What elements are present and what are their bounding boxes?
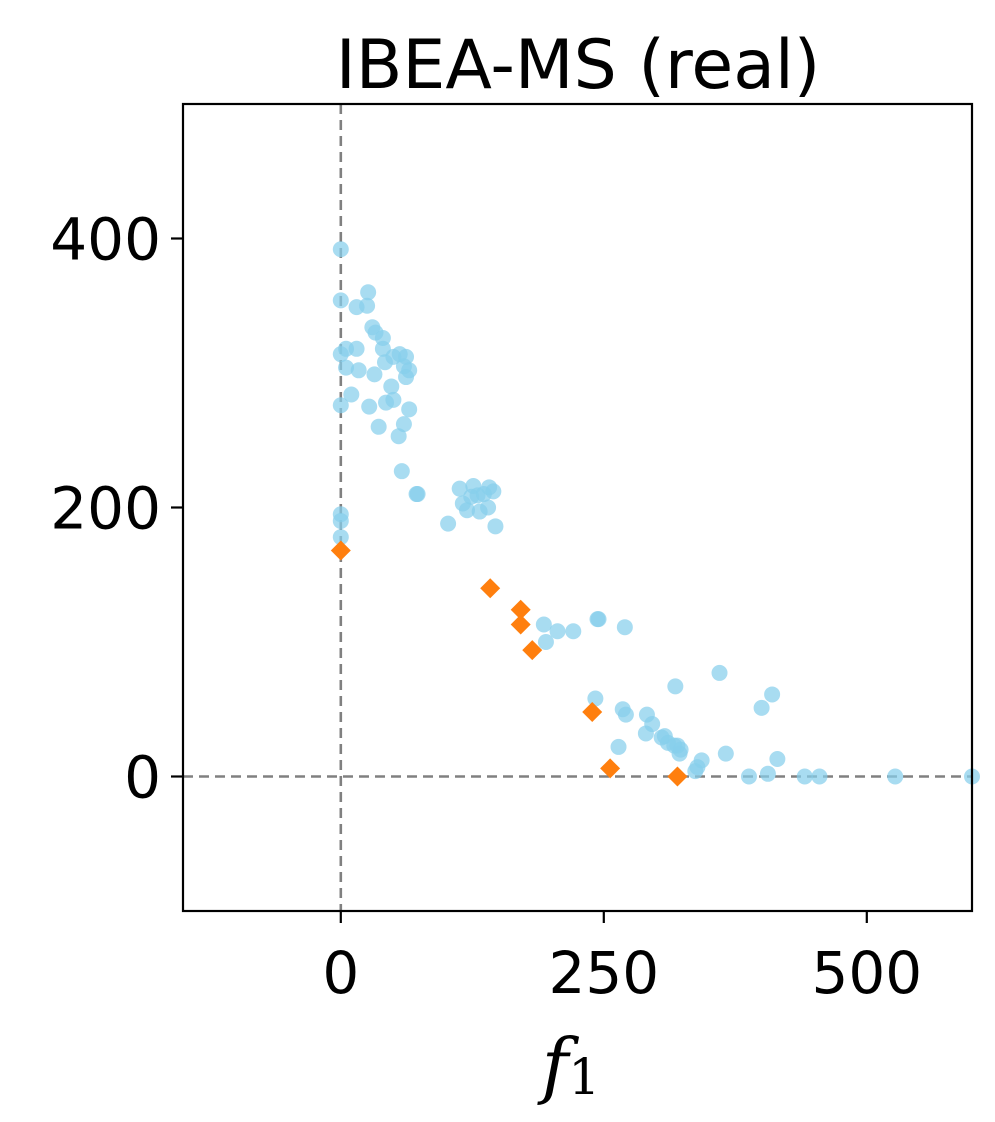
scatter-point (537, 634, 554, 650)
chart-title: IBEA-MS (real) (336, 26, 821, 105)
series-diamonds (330, 540, 688, 787)
scatter-point (617, 706, 634, 723)
scatter-point (487, 518, 504, 535)
scatter-point (332, 241, 349, 258)
scatter-point (332, 512, 349, 529)
scatter-point (693, 752, 710, 769)
scatter-point (769, 751, 786, 768)
scatter-point (409, 486, 426, 503)
x-axis-label-subscript: 1 (568, 1048, 600, 1106)
scatter-point (480, 499, 497, 516)
y-axis-ticks: 0 200 400 (50, 206, 183, 812)
scatter-point (549, 623, 566, 640)
scatter-point-diamond (480, 578, 501, 599)
scatter-point (590, 611, 607, 628)
scatter-point (796, 768, 813, 785)
y-tick-label: 400 (50, 206, 161, 274)
scatter-point (360, 284, 377, 301)
scatter-point-diamond (667, 766, 688, 787)
scatter-point (610, 738, 627, 755)
scatter-point (887, 768, 904, 785)
scatter-point (332, 529, 349, 546)
scatter-point (616, 619, 633, 636)
scatter-point (535, 616, 552, 633)
scatter-point (390, 428, 407, 445)
scatter-point (451, 480, 468, 497)
scatter-point (587, 690, 604, 707)
series-circles (332, 241, 980, 785)
scatter-point (332, 292, 349, 309)
scatter-point (359, 297, 376, 314)
scatter-point (485, 483, 502, 500)
scatter-point (811, 768, 828, 785)
scatter-point (711, 664, 728, 681)
scatter-point (361, 398, 378, 415)
y-tick-label: 200 (50, 475, 161, 543)
scatter-point-diamond (330, 540, 351, 561)
scatter-point-diamond (522, 640, 543, 661)
scatter-point (717, 745, 734, 762)
scatter-point (667, 678, 684, 695)
scatter-point (753, 699, 770, 716)
x-tick-label: 500 (811, 939, 922, 1007)
scatter-point (740, 768, 757, 785)
scatter-point (401, 401, 418, 418)
scatter-point (459, 502, 476, 519)
scatter-point-diamond (582, 701, 603, 722)
plot-area-frame (181, 102, 974, 913)
x-axis-label: f1 (537, 1023, 600, 1107)
scatter-point (764, 686, 781, 703)
scatter-point (759, 765, 776, 782)
scatter-point (385, 391, 402, 408)
scatter-point (383, 378, 400, 395)
scatter-point (350, 362, 367, 379)
scatter-point (343, 386, 360, 403)
x-tick-label: 0 (322, 939, 359, 1007)
scatter-point (672, 741, 689, 758)
scatter-point (370, 418, 387, 435)
scatter-point (348, 340, 365, 357)
reference-lines (183, 104, 972, 911)
scatter-point (401, 362, 418, 379)
scatter-point (398, 348, 415, 365)
scatter-point (338, 359, 355, 376)
scatter-point-diamond (510, 614, 531, 635)
x-axis-ticks: 0 250 500 (322, 911, 922, 1007)
scatter-point (366, 366, 383, 383)
scatter-point-diamond (600, 758, 621, 779)
scatter-point (565, 623, 582, 640)
scatter-point (332, 397, 349, 414)
scatter-point (395, 416, 412, 433)
y-tick-label: 0 (124, 744, 161, 812)
scatter-point (440, 515, 457, 532)
x-tick-label: 250 (548, 939, 659, 1007)
scatter-point (644, 716, 661, 733)
scatter-point-diamond (510, 599, 531, 620)
scatter-point (393, 463, 410, 480)
